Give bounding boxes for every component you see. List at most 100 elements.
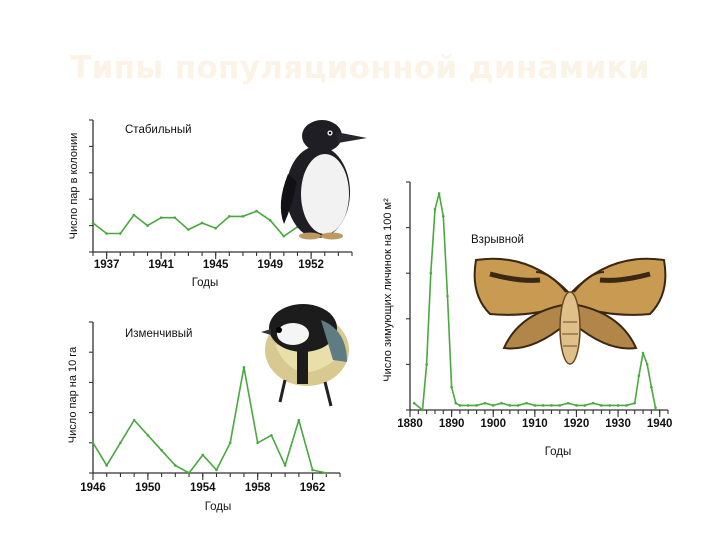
variable-x-tick-label: 1946 bbox=[80, 482, 106, 494]
explosive-data-point bbox=[625, 404, 628, 407]
variable-x-tick-label: 1950 bbox=[135, 482, 161, 494]
explosive-data-point bbox=[600, 404, 603, 407]
explosive-data-point bbox=[650, 385, 653, 389]
variable-markers bbox=[91, 366, 328, 475]
explosive-data-point bbox=[450, 385, 453, 389]
explosive-x-tick-label: 1900 bbox=[480, 418, 506, 430]
stable-x-ticks: 1937 1941 1945 1949 1952 bbox=[89, 119, 353, 271]
explosive-data-point bbox=[466, 404, 470, 407]
explosive-data-point bbox=[558, 404, 562, 407]
explosive-data-point bbox=[421, 408, 424, 412]
stable-data-point bbox=[146, 224, 149, 227]
variable-data-point bbox=[160, 449, 163, 452]
variable-data-point bbox=[242, 366, 246, 369]
stable-data-point bbox=[118, 232, 122, 235]
variable-data-point bbox=[311, 468, 314, 472]
stable-data-point bbox=[91, 221, 95, 225]
moth-illustration bbox=[473, 257, 667, 365]
variable-data-point bbox=[119, 441, 122, 445]
explosive-data-point bbox=[433, 208, 437, 211]
explosive-ylabel: Число зимующих личинок на 100 м² bbox=[382, 198, 394, 382]
variable-chart-label: Изменчивый bbox=[125, 328, 192, 340]
variable-data-point bbox=[174, 464, 177, 467]
explosive-data-point bbox=[633, 401, 637, 405]
explosive-data-point bbox=[516, 404, 520, 407]
stable-data-point bbox=[132, 213, 136, 217]
stable-data-point bbox=[173, 216, 177, 219]
variable-data-point bbox=[270, 433, 273, 437]
variable-xlabel: Годы bbox=[205, 501, 232, 513]
explosive-data-point bbox=[637, 374, 641, 378]
stable-chart-label: Стабильный bbox=[125, 124, 192, 136]
variable-data-point bbox=[215, 468, 218, 472]
stable-data-point bbox=[228, 215, 231, 218]
explosive-x-tick-label: 1880 bbox=[397, 418, 423, 430]
explosive-data-point bbox=[437, 192, 441, 195]
explosive-data-point bbox=[541, 404, 545, 407]
variable-data-point bbox=[283, 464, 287, 467]
explosive-data-point bbox=[608, 404, 612, 407]
explosive-data-point bbox=[654, 406, 657, 410]
variable-series-line bbox=[92, 366, 327, 474]
stable-data-point bbox=[105, 232, 108, 235]
explosive-chart-label: Взрывной bbox=[471, 234, 524, 246]
variable-x-tick-label: 1962 bbox=[300, 482, 326, 494]
explosive-data-point bbox=[446, 294, 449, 298]
variable-data-point bbox=[91, 441, 95, 445]
explosive-data-point bbox=[575, 404, 578, 407]
stable-x-tick-label: 1937 bbox=[94, 259, 120, 271]
stable-data-point bbox=[214, 226, 217, 230]
explosive-data-point bbox=[483, 401, 487, 405]
variable-data-point bbox=[324, 471, 328, 475]
explosive-data-point bbox=[533, 404, 537, 407]
explosive-x-tick-label: 1940 bbox=[647, 418, 673, 430]
explosive-markers bbox=[412, 192, 657, 412]
explosive-data-point bbox=[641, 351, 645, 355]
explosive-data-point bbox=[566, 401, 570, 405]
slide-title: Типы популяционной динамики bbox=[70, 50, 650, 86]
explosive-data-point bbox=[425, 363, 428, 366]
explosive-data-point bbox=[429, 271, 433, 275]
variable-x-tick-label: 1954 bbox=[190, 482, 216, 494]
stable-data-point bbox=[159, 216, 163, 219]
stable-data-point bbox=[255, 209, 258, 213]
variable-data-point bbox=[105, 464, 109, 467]
explosive-data-point bbox=[441, 214, 445, 218]
explosive-x-tick-label: 1910 bbox=[522, 418, 548, 430]
explosive-data-point bbox=[491, 404, 495, 407]
variable-data-point bbox=[146, 433, 150, 437]
stable-x-tick-label: 1945 bbox=[203, 259, 229, 271]
stable-series-line bbox=[92, 210, 325, 237]
variable-data-point bbox=[297, 418, 301, 422]
variable-data-point bbox=[187, 471, 191, 475]
variable-x-tick-label: 1958 bbox=[245, 482, 271, 494]
explosive-data-point bbox=[591, 401, 595, 405]
explosive-data-point bbox=[508, 404, 512, 407]
variable-x-ticks: 1946 1950 1954 1958 1962 bbox=[80, 321, 341, 494]
stable-data-point bbox=[268, 219, 272, 222]
stable-data-point bbox=[200, 221, 204, 225]
variable-data-point bbox=[132, 418, 136, 422]
penguin-illustration bbox=[280, 120, 367, 240]
great-tit-illustration bbox=[261, 304, 349, 407]
explosive-data-point bbox=[458, 404, 462, 407]
variable-data-point bbox=[228, 441, 232, 445]
explosive-data-point bbox=[616, 404, 620, 407]
explosive-x-tick-label: 1920 bbox=[564, 418, 590, 430]
explosive-data-point bbox=[550, 404, 553, 407]
explosive-data-point bbox=[645, 363, 649, 366]
variable-data-point bbox=[256, 441, 259, 445]
explosive-x-tick-label: 1930 bbox=[605, 418, 631, 430]
explosive-x-ticks: 1880 1890 1900 1910 1920 1930 1940 bbox=[397, 181, 673, 430]
explosive-data-point bbox=[475, 404, 478, 407]
stable-x-tick-label: 1941 bbox=[148, 259, 174, 271]
stable-x-tick-label: 1949 bbox=[257, 259, 283, 271]
explosive-data-point bbox=[412, 401, 416, 405]
stable-data-point bbox=[187, 228, 190, 231]
stable-data-point bbox=[241, 215, 245, 218]
explosive-data-point bbox=[583, 404, 587, 407]
stable-ylabel: Число пар в колонии bbox=[68, 133, 80, 240]
